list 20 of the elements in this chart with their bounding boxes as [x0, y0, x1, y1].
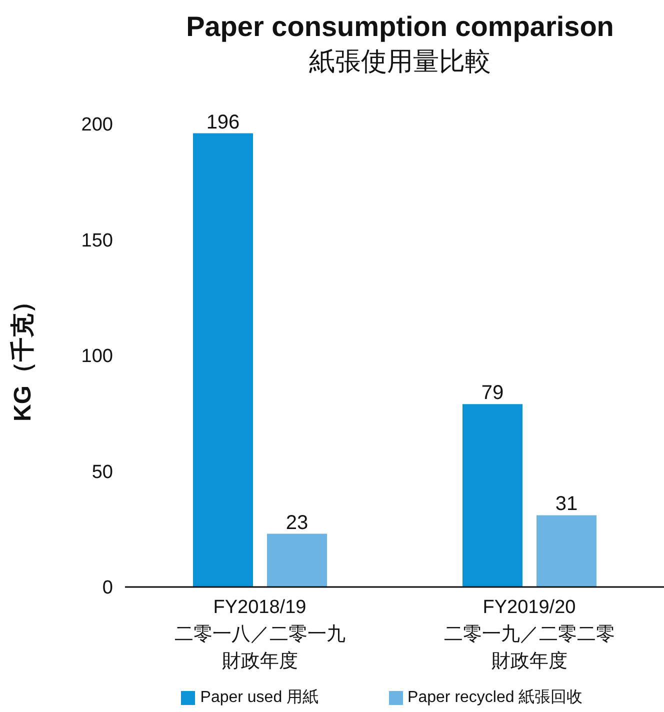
- y-tick-label: 100: [81, 346, 113, 368]
- y-tick-label: 50: [92, 462, 113, 483]
- chart-subtitle: 紙張使用量比較: [308, 45, 492, 78]
- data-label: 79: [481, 382, 504, 404]
- data-label: 196: [206, 111, 240, 134]
- bar: [462, 404, 522, 587]
- y-tick-label: 200: [81, 114, 113, 136]
- legend-label: Paper recycled 紙張回收: [408, 688, 583, 708]
- data-label: 23: [286, 512, 308, 534]
- chart-title: Paper consumption comparison: [185, 10, 615, 44]
- data-label: 31: [555, 493, 578, 516]
- bar: [536, 515, 596, 587]
- y-axis-title: KG（千克）: [10, 290, 37, 422]
- bar: [193, 133, 253, 587]
- legend-label: Paper used 用紙: [200, 688, 319, 708]
- y-tick-label: 150: [81, 230, 113, 252]
- y-tick-label: 0: [102, 578, 113, 599]
- bar: [267, 534, 327, 587]
- x-tick-label: FY2019/20 二零一九／二零二零財政年度: [444, 597, 615, 672]
- x-tick-label: FY2018/19 二零一八／二零一九財政年度: [174, 597, 346, 672]
